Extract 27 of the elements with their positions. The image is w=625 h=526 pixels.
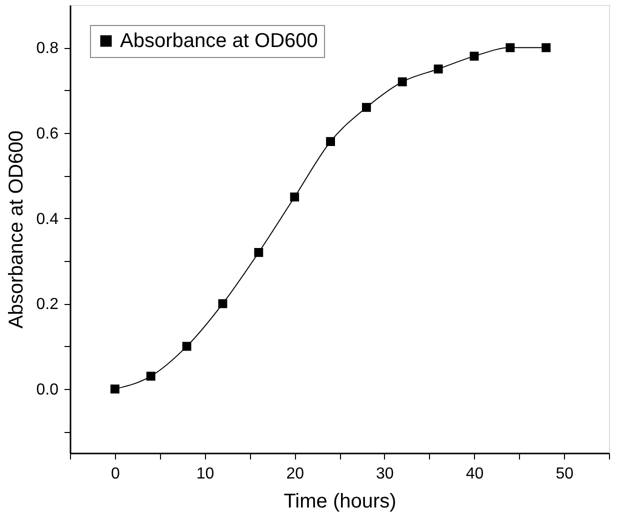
point (362, 102, 371, 112)
x-tick-label: 20 (286, 466, 304, 482)
point (398, 77, 407, 86)
point (110, 384, 120, 394)
point (290, 192, 300, 202)
y-tick-label: 0.8 (36, 40, 59, 58)
x-tick-label: 30 (376, 466, 394, 482)
x-tick-label: 10 (196, 466, 214, 482)
x-tick-label: 40 (466, 466, 484, 482)
point (434, 64, 443, 74)
point (182, 342, 192, 351)
point (326, 137, 335, 146)
point (542, 43, 551, 52)
point (254, 248, 264, 257)
y-tick-label: 0.0 (36, 382, 59, 398)
point (506, 43, 515, 52)
legend-label: Absorbance at OD600 (120, 30, 318, 52)
point (218, 299, 228, 308)
y-tick-label: 0.2 (36, 296, 59, 314)
x-tick-label: 0 (110, 466, 120, 482)
y-tick-label: 0.4 (36, 210, 59, 228)
y-tick-label: 0.6 (36, 126, 59, 142)
x-tick-label: 50 (556, 466, 574, 482)
point (146, 372, 156, 381)
x-axis-title: Time (hours) (284, 490, 396, 512)
point (470, 52, 479, 61)
y-axis-title: Absorbance at OD600 (5, 130, 28, 328)
